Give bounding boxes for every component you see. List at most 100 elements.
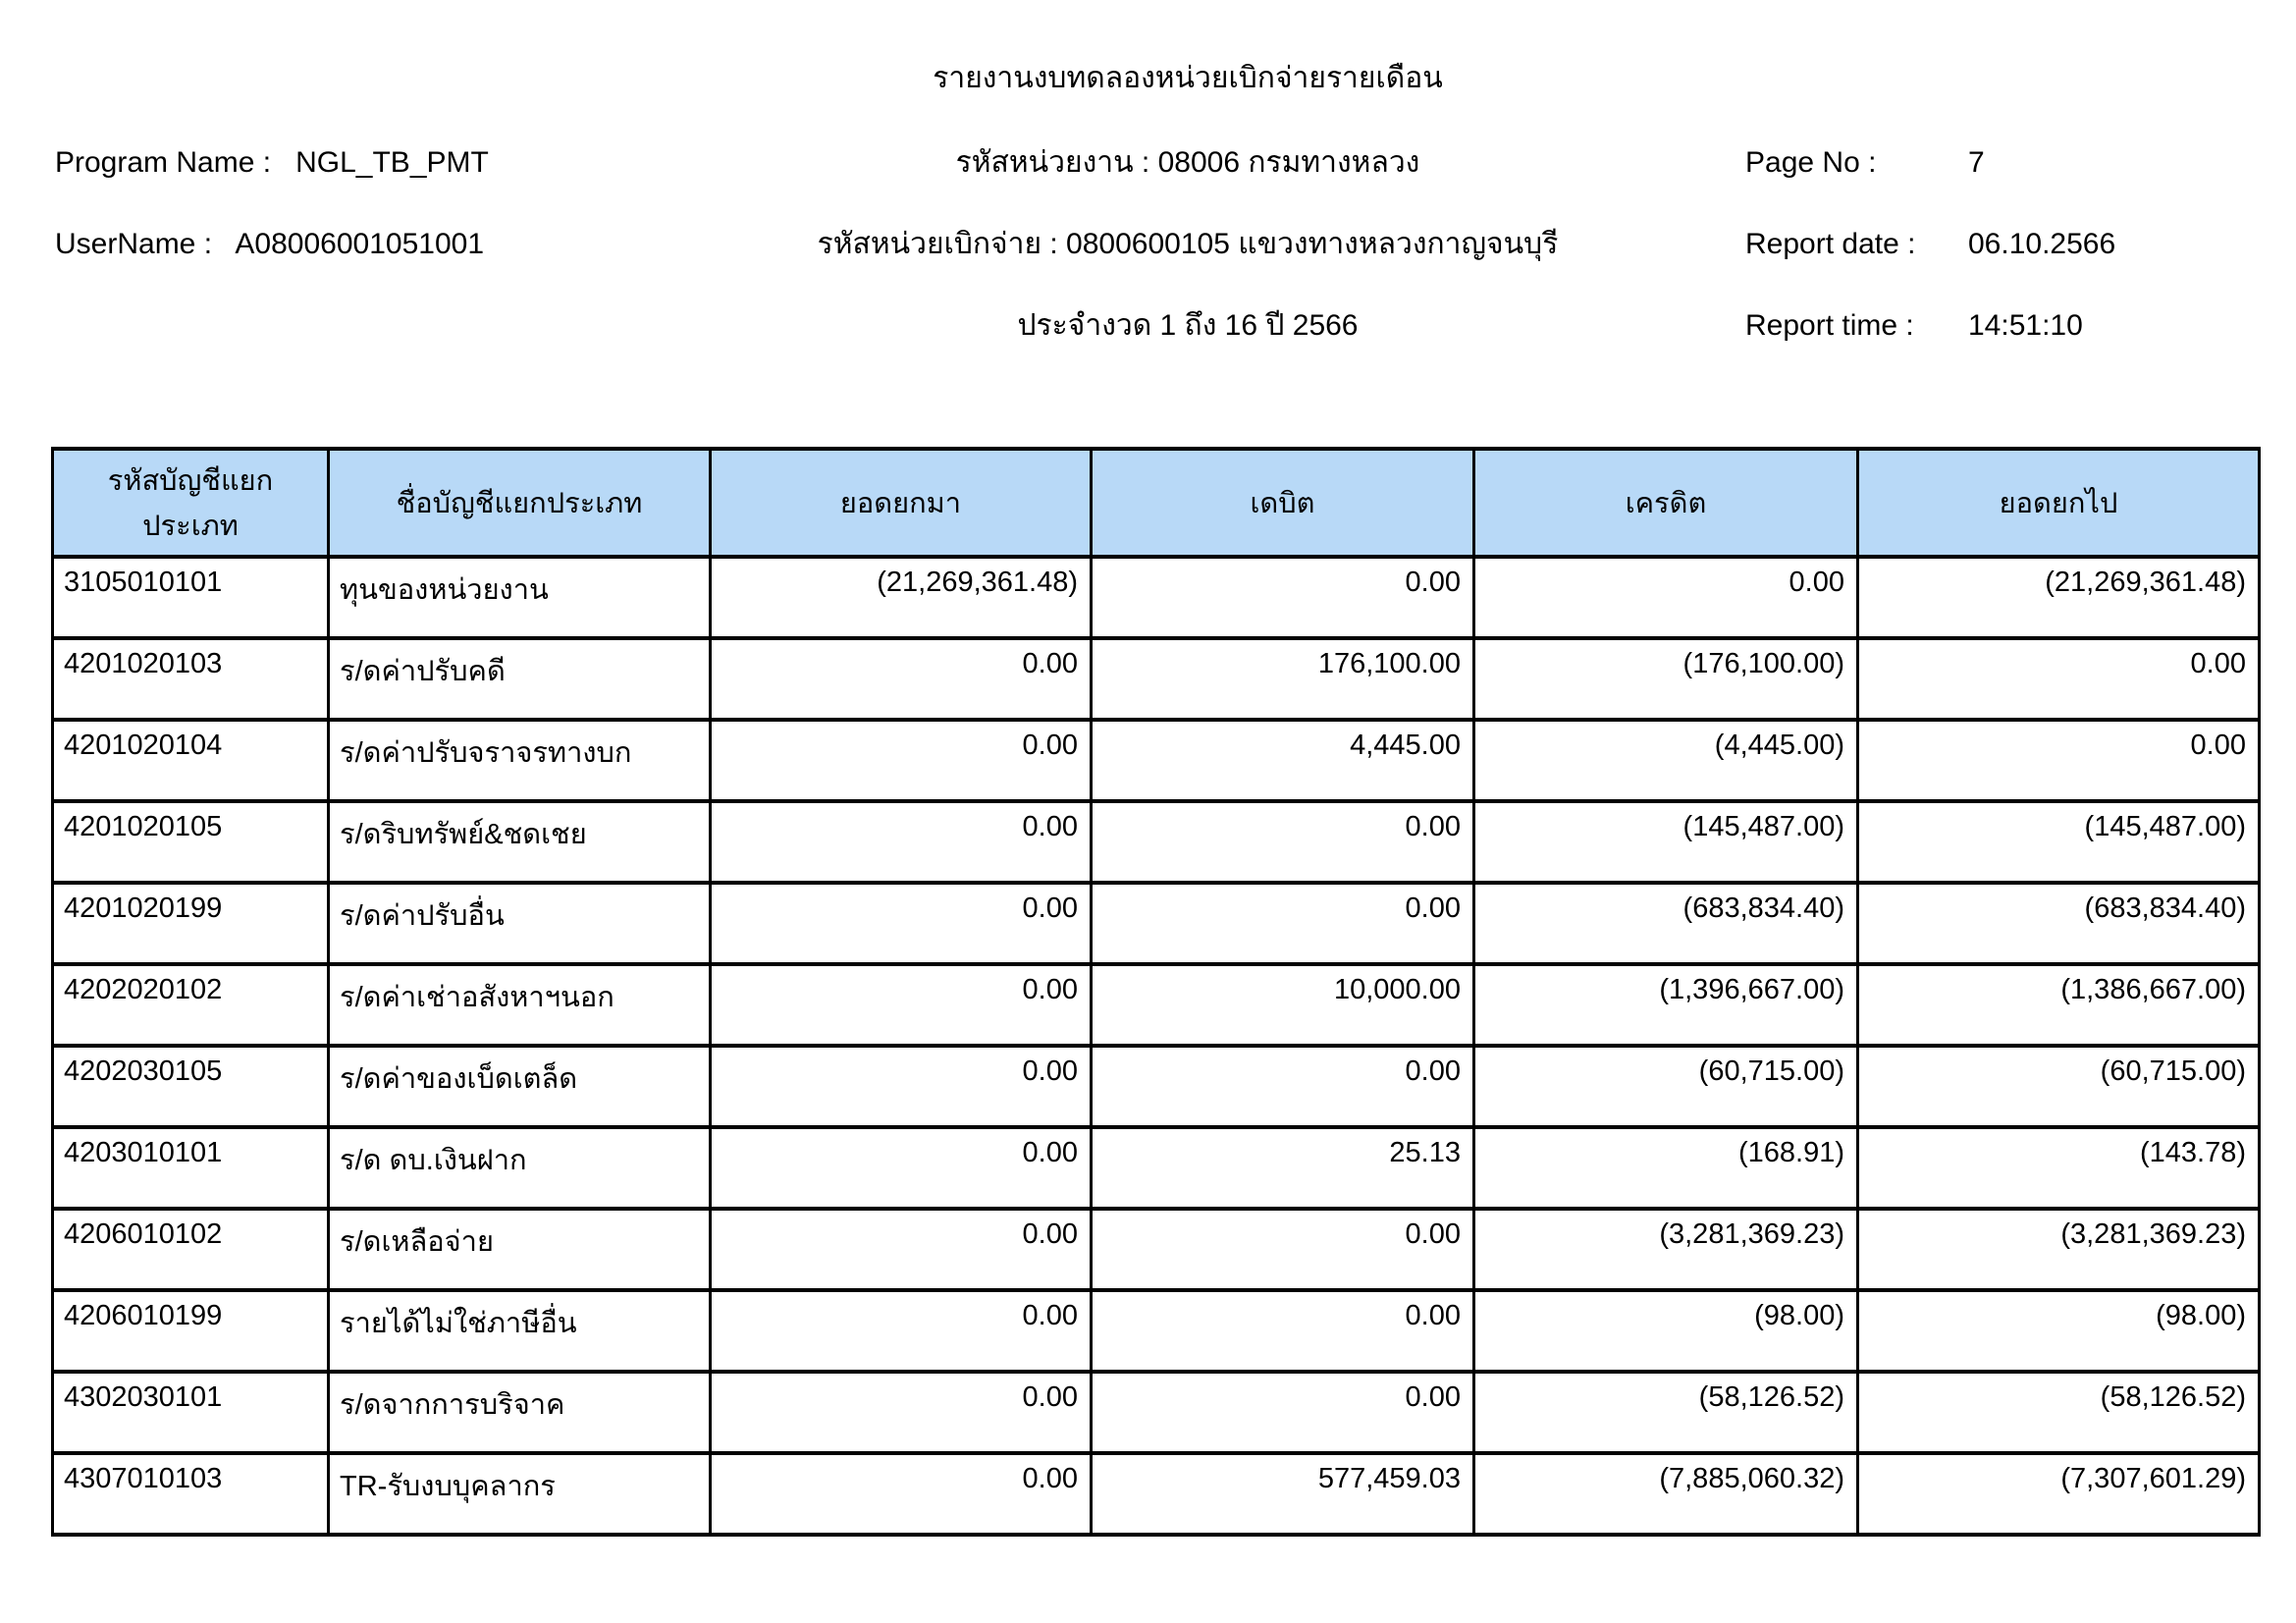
- credit-cell: (58,126.52): [1472, 1370, 1859, 1455]
- account-name-cell: ร/ดริบทรัพย์&ชดเชย: [327, 799, 712, 885]
- balance-forward-cell: 0.00: [709, 1370, 1093, 1455]
- report-time-value: 14:51:10: [1968, 309, 2083, 342]
- credit-cell: (683,834.40): [1472, 881, 1859, 966]
- debit-cell: 0.00: [1090, 1370, 1475, 1455]
- account-name-cell: TR-รับงบบุคลากร: [327, 1451, 712, 1537]
- balance-forward-cell: 0.00: [709, 799, 1093, 885]
- balance-forward-cell: 0.00: [709, 1207, 1093, 1292]
- balance-carried-cell: (143.78): [1856, 1125, 2261, 1211]
- report-date-value: 06.10.2566: [1968, 228, 2116, 260]
- account-name-cell: ร/ดค่าปรับคดี: [327, 636, 712, 722]
- balance-carried-cell: (98.00): [1856, 1288, 2261, 1374]
- balance-carried-cell: (1,386,667.00): [1856, 962, 2261, 1048]
- account-code-cell: 4206010199: [51, 1288, 330, 1374]
- balance-forward-cell: 0.00: [709, 1451, 1093, 1537]
- debit-cell: 25.13: [1090, 1125, 1475, 1211]
- username-label: UserName :: [55, 228, 213, 260]
- disburse-unit-line: รหัสหน่วยเบิกจ่าย : 0800600105 แขวงทางหล…: [817, 228, 1559, 260]
- credit-cell: (3,281,369.23): [1472, 1207, 1859, 1292]
- header-account-name: ชื่อบัญชีแยกประเภท: [327, 447, 712, 559]
- debit-cell: 0.00: [1090, 1288, 1475, 1374]
- table-row: 4202030105 ร/ดค่าของเบ็ดเตล็ด 0.00 0.00 (60,…: [51, 1044, 2261, 1129]
- account-name-cell: ร/ดค่าเช่าอสังหาฯนอก: [327, 962, 712, 1048]
- account-name-cell: ร/ดจากการบริจาค: [327, 1370, 712, 1455]
- account-code-cell: 4202020102: [51, 962, 330, 1048]
- credit-cell: (168.91): [1472, 1125, 1859, 1211]
- table-row: 4201020104 ร/ดค่าปรับจราจรทางบก 0.00 4,445.…: [51, 718, 2261, 803]
- table-row: 4201020103 ร/ดค่าปรับคดี 0.00 176,100.00 (17…: [51, 636, 2261, 722]
- program-name-line: Program Name : NGL_TB_PMT: [55, 144, 489, 182]
- report-title: รายงานงบทดลองหน่วยเบิกจ่ายรายเดือน: [933, 62, 1443, 94]
- username-line: UserName : A08006001051001: [55, 226, 484, 263]
- debit-cell: 10,000.00: [1090, 962, 1475, 1048]
- account-name-cell: ร/ด ดบ.เงินฝาก: [327, 1125, 712, 1211]
- credit-cell: 0.00: [1472, 555, 1859, 640]
- account-code-cell: 3105010101: [51, 555, 330, 640]
- account-code-cell: 4201020105: [51, 799, 330, 885]
- debit-cell: 0.00: [1090, 1207, 1475, 1292]
- balance-forward-cell: 0.00: [709, 636, 1093, 722]
- account-code-cell: 4302030101: [51, 1370, 330, 1455]
- debit-cell: 577,459.03: [1090, 1451, 1475, 1537]
- header-balance-brought-forward: ยอดยกมา: [709, 447, 1093, 559]
- account-code-cell: 4201020104: [51, 718, 330, 803]
- page-no-value: 7: [1968, 146, 1985, 179]
- credit-cell: (98.00): [1472, 1288, 1859, 1374]
- balance-forward-cell: (21,269,361.48): [709, 555, 1093, 640]
- balance-forward-cell: 0.00: [709, 718, 1093, 803]
- credit-cell: (60,715.00): [1472, 1044, 1859, 1129]
- credit-cell: (176,100.00): [1472, 636, 1859, 722]
- credit-cell: (7,885,060.32): [1472, 1451, 1859, 1537]
- account-code-cell: 4206010102: [51, 1207, 330, 1292]
- header-debit: เดบิต: [1090, 447, 1475, 559]
- account-name-cell: ร/ดค่าของเบ็ดเตล็ด: [327, 1044, 712, 1129]
- balance-carried-cell: (60,715.00): [1856, 1044, 2261, 1129]
- balance-carried-cell: 0.00: [1856, 718, 2261, 803]
- debit-cell: 0.00: [1090, 1044, 1475, 1129]
- balance-carried-cell: (58,126.52): [1856, 1370, 2261, 1455]
- credit-cell: (145,487.00): [1472, 799, 1859, 885]
- balance-carried-cell: (683,834.40): [1856, 881, 2261, 966]
- account-name-cell: รายได้ไม่ใช่ภาษีอื่น: [327, 1288, 712, 1374]
- account-name-cell: ทุนของหน่วยงาน: [327, 555, 712, 640]
- agency-code-line: รหัสหน่วยงาน : 08006 กรมทางหลวง: [955, 146, 1420, 179]
- username-value: A08006001051001: [235, 228, 485, 260]
- table-row: 3105010101 ทุนของหน่วยงาน (21,269,361.48) 0…: [51, 555, 2261, 640]
- account-code-cell: 4201020199: [51, 881, 330, 966]
- account-code-cell: 4201020103: [51, 636, 330, 722]
- balance-forward-cell: 0.00: [709, 962, 1093, 1048]
- balance-forward-cell: 0.00: [709, 1288, 1093, 1374]
- table-header-row: รหัสบัญชีแยกประเภท ชื่อบัญชีแยกประเภท ยอ…: [51, 447, 2261, 559]
- account-name-cell: ร/ดเหลือจ่าย: [327, 1207, 712, 1292]
- table-row: 4202020102 ร/ดค่าเช่าอสังหาฯนอก 0.00 10,000…: [51, 962, 2261, 1048]
- account-name-cell: ร/ดค่าปรับจราจรทางบก: [327, 718, 712, 803]
- balance-forward-cell: 0.00: [709, 881, 1093, 966]
- account-name-cell: ร/ดค่าปรับอื่น: [327, 881, 712, 966]
- balance-forward-cell: 0.00: [709, 1044, 1093, 1129]
- credit-cell: (4,445.00): [1472, 718, 1859, 803]
- balance-carried-cell: 0.00: [1856, 636, 2261, 722]
- balance-carried-cell: (3,281,369.23): [1856, 1207, 2261, 1292]
- table-body: 3105010101 ทุนของหน่วยงาน (21,269,361.48) 0…: [51, 555, 2261, 1537]
- account-code-cell: 4202030105: [51, 1044, 330, 1129]
- credit-cell: (1,396,667.00): [1472, 962, 1859, 1048]
- program-name-label: Program Name :: [55, 146, 272, 179]
- balance-carried-cell: (7,307,601.29): [1856, 1451, 2261, 1537]
- period-line: ประจำงวด 1 ถึง 16 ปี 2566: [1017, 309, 1359, 342]
- balance-carried-cell: (145,487.00): [1856, 799, 2261, 885]
- debit-cell: 0.00: [1090, 555, 1475, 640]
- trial-balance-table: รหัสบัญชีแยกประเภท ชื่อบัญชีแยกประเภท ยอ…: [51, 447, 2261, 1537]
- debit-cell: 4,445.00: [1090, 718, 1475, 803]
- account-code-cell: 4307010103: [51, 1451, 330, 1537]
- program-name-value: NGL_TB_PMT: [295, 146, 489, 179]
- table-row: 4201020105 ร/ดริบทรัพย์&ชดเชย 0.00 0.00 (145…: [51, 799, 2261, 885]
- page-no-label: Page No :: [1745, 146, 1877, 179]
- balance-carried-cell: (21,269,361.48): [1856, 555, 2261, 640]
- report-date-label: Report date :: [1745, 228, 1916, 260]
- header-balance-carried-forward: ยอดยกไป: [1856, 447, 2261, 559]
- debit-cell: 0.00: [1090, 881, 1475, 966]
- table-row: 4206010199 รายได้ไม่ใช่ภาษีอื่น 0.00 0.00 (9…: [51, 1288, 2261, 1374]
- table-row: 4203010101 ร/ด ดบ.เงินฝาก 0.00 25.13 (168.91…: [51, 1125, 2261, 1211]
- table-row: 4201020199 ร/ดค่าปรับอื่น 0.00 0.00 (683,834…: [51, 881, 2261, 966]
